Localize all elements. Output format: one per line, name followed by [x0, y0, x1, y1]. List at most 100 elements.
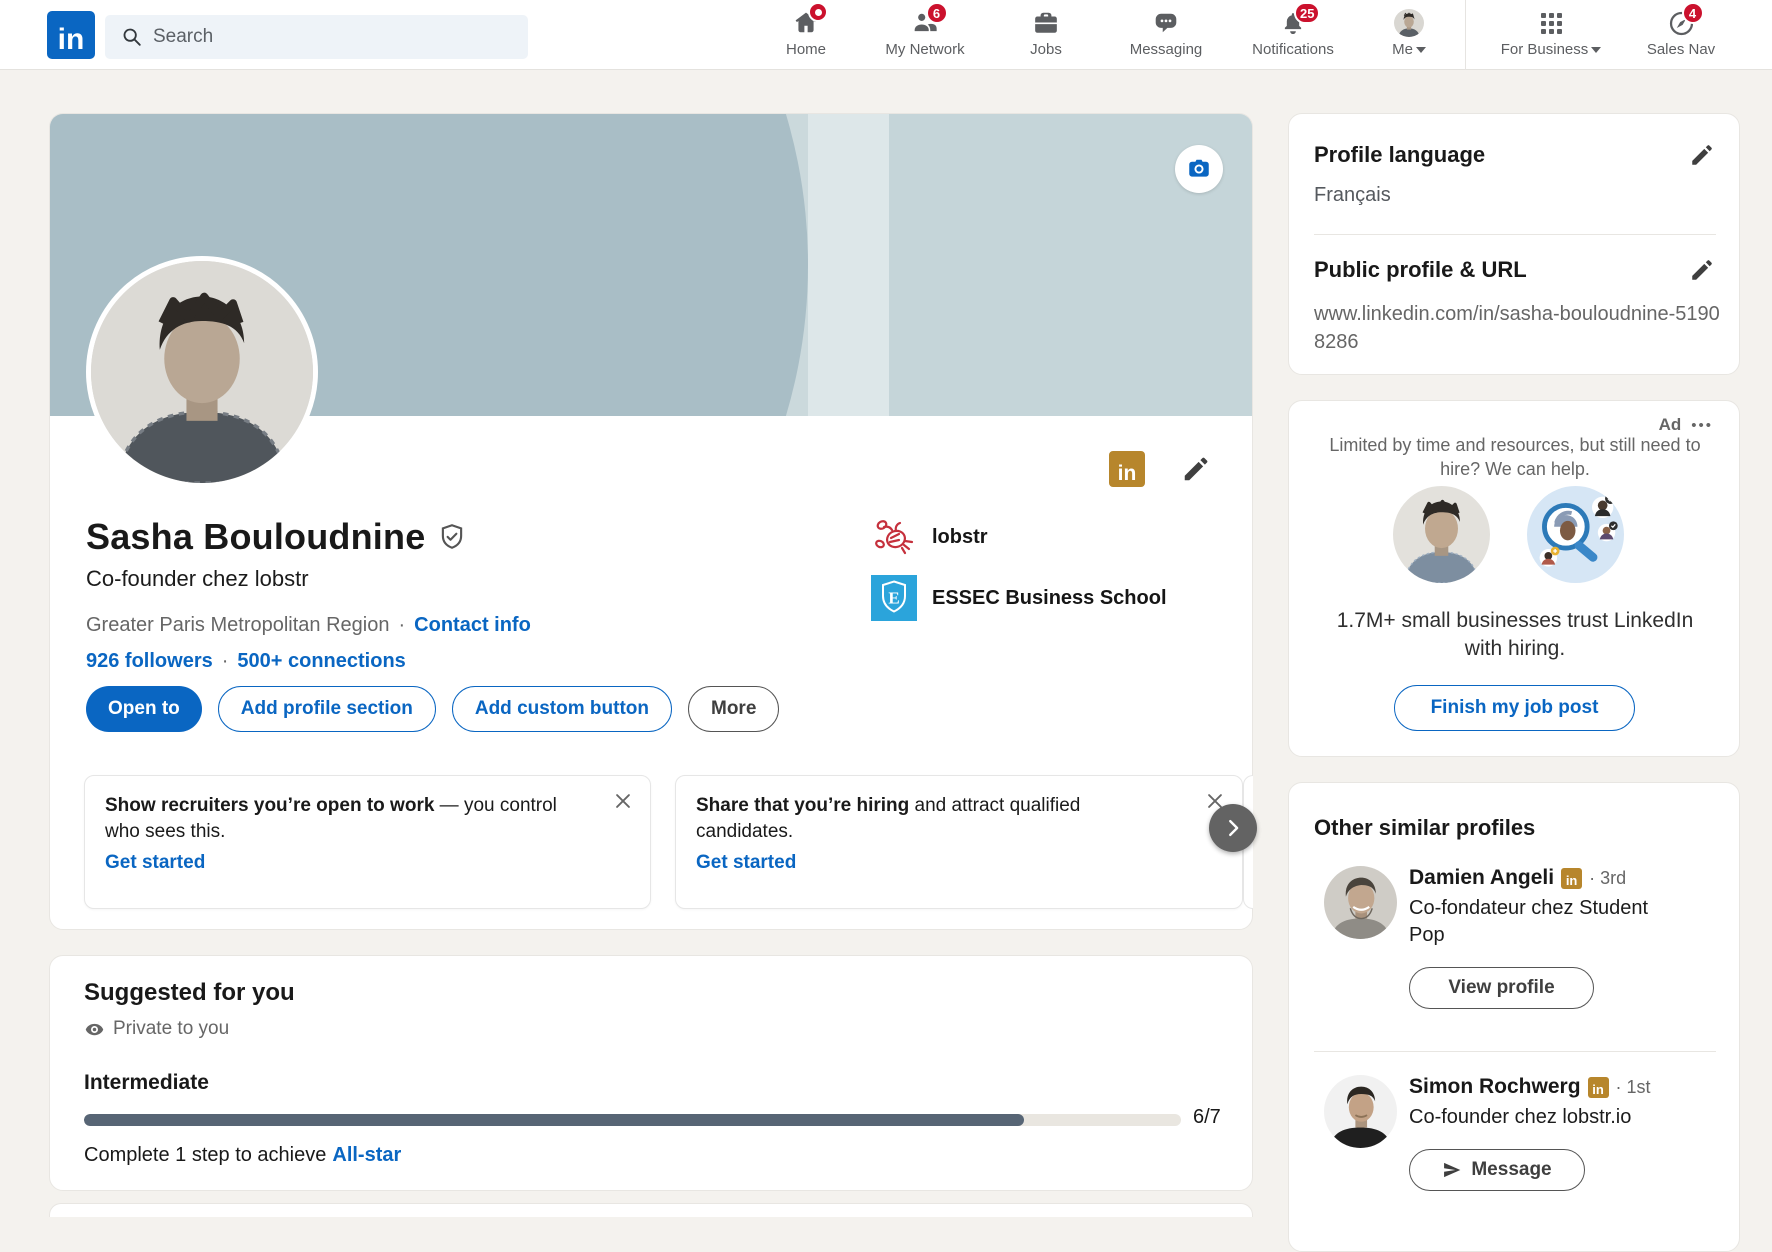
- current-company-link[interactable]: lobstr: [871, 514, 1167, 560]
- profile-settings-card: Profile language Français Public profile…: [1288, 113, 1740, 375]
- ad-options-menu-icon[interactable]: •••: [1691, 416, 1713, 434]
- connection-degree: · 3rd: [1589, 867, 1627, 888]
- open-to-work-card: Show recruiters you’re open to work — yo…: [84, 775, 651, 909]
- messaging-icon: [1153, 9, 1179, 37]
- contact-info-link[interactable]: Contact info: [414, 614, 531, 636]
- home-icon: [793, 2, 828, 37]
- profile-strength-level: Intermediate: [84, 1071, 209, 1094]
- ad-headline: 1.7M+ small businesses trust LinkedIn wi…: [1336, 609, 1694, 661]
- education-link[interactable]: E ESSEC Business School: [871, 575, 1167, 621]
- connections-count[interactable]: 500+ connections: [237, 650, 406, 672]
- eye-icon: [84, 1019, 105, 1040]
- chevron-down-icon: [1591, 46, 1602, 53]
- damien-avatar[interactable]: [1324, 866, 1397, 939]
- complete-step-text: Complete 1 step to achieve: [84, 1144, 327, 1166]
- divider: [1314, 234, 1716, 235]
- nav-jobs[interactable]: Jobs: [986, 0, 1106, 70]
- company-name: lobstr: [932, 525, 988, 548]
- hiring-card: Share that you’re hiring and attract qua…: [675, 775, 1243, 909]
- profile-language-title: Profile language: [1314, 142, 1486, 167]
- get-started-link[interactable]: Get started: [105, 852, 206, 874]
- home-notification-dot: [808, 2, 828, 22]
- edit-language-pencil-icon[interactable]: [1689, 142, 1715, 168]
- add-profile-section-button[interactable]: Add profile section: [217, 686, 436, 732]
- notifications-badge: 25: [1294, 2, 1321, 24]
- school-name: ESSEC Business School: [932, 586, 1167, 609]
- similar-profile-row: Simon Rochwerg in · 1st Co-founder chez …: [1324, 1075, 1709, 1191]
- essec-logo: E: [871, 575, 917, 621]
- linkedin-premium-badge: in: [1587, 1076, 1609, 1098]
- chevron-down-icon: [1415, 46, 1426, 53]
- linkedin-premium-badge: in: [1561, 867, 1583, 889]
- next-section-card-edge: [49, 1203, 1253, 1217]
- view-profile-button[interactable]: View profile: [1409, 967, 1594, 1009]
- nav-notifications[interactable]: 25 Notifications: [1233, 0, 1353, 70]
- finish-job-post-button[interactable]: Finish my job post: [1394, 685, 1635, 731]
- nav-sales-nav[interactable]: 4 Sales Nav: [1621, 0, 1741, 70]
- profile-language-value: Français: [1314, 184, 1391, 206]
- verified-shield-icon[interactable]: [437, 522, 467, 552]
- add-custom-button[interactable]: Add custom button: [451, 686, 672, 732]
- nav-home-label: Home: [785, 41, 826, 58]
- profile-headline: Co-founder chez lobstr: [86, 566, 309, 591]
- edit-intro-pencil-icon[interactable]: [1181, 454, 1211, 484]
- nav-notifications-label: Notifications: [1252, 41, 1334, 58]
- similar-profile-name[interactable]: Damien Angeli: [1409, 866, 1555, 889]
- suggested-title: Suggested for you: [84, 979, 295, 1006]
- linkedin-logo[interactable]: in: [47, 11, 95, 59]
- carousel-next-button[interactable]: [1209, 804, 1257, 852]
- top-navigation: in Home 6 My Network Jobs Messaging: [0, 0, 1772, 70]
- notifications-bell-icon: 25: [1280, 2, 1321, 37]
- profile-photo[interactable]: [86, 256, 318, 488]
- svg-text:E: E: [888, 589, 899, 608]
- nav-home[interactable]: Home: [746, 0, 866, 70]
- simon-avatar[interactable]: [1324, 1075, 1397, 1148]
- nav-sales-nav-label: Sales Nav: [1646, 41, 1716, 58]
- linkedin-premium-badge: in: [1109, 451, 1145, 487]
- chevron-right-icon: [1222, 817, 1244, 839]
- ad-intro-text: Limited by time and resources, but still…: [1329, 435, 1701, 479]
- search-input[interactable]: [153, 26, 493, 48]
- divider: [1314, 1051, 1716, 1052]
- hiring-ad-card: Ad ••• Limited by time and resources, bu…: [1288, 400, 1740, 757]
- card-bold-text: Share that you’re hiring: [696, 795, 910, 816]
- close-icon[interactable]: [612, 790, 634, 812]
- message-button[interactable]: Message: [1409, 1149, 1585, 1191]
- similar-profile-name[interactable]: Simon Rochwerg: [1409, 1075, 1581, 1098]
- ad-user-avatar: [1393, 486, 1490, 583]
- card-bold-text: Show recruiters you’re open to work: [105, 795, 435, 816]
- edit-cover-camera-button[interactable]: [1175, 145, 1223, 193]
- profile-strength-progressbar: [84, 1114, 1181, 1126]
- nav-for-business[interactable]: For Business: [1486, 0, 1616, 70]
- nav-messaging[interactable]: Messaging: [1106, 0, 1226, 70]
- jobs-icon: [1033, 9, 1059, 37]
- similar-profiles-card: Other similar profiles Damien Angeli in …: [1288, 782, 1740, 1252]
- similar-profiles-title: Other similar profiles: [1314, 815, 1536, 840]
- nav-my-network[interactable]: 6 My Network: [865, 0, 985, 70]
- connection-degree: · 1st: [1615, 1076, 1651, 1097]
- privacy-label: Private to you: [113, 1018, 230, 1039]
- all-star-link[interactable]: All-star: [332, 1144, 402, 1166]
- ad-hiring-illustration: [1527, 486, 1624, 583]
- nav-my-network-label: My Network: [885, 41, 965, 58]
- edit-public-url-pencil-icon[interactable]: [1689, 257, 1715, 283]
- my-network-icon: 6: [912, 2, 948, 37]
- apps-grid-icon: [1540, 9, 1562, 37]
- close-icon[interactable]: [1204, 790, 1226, 812]
- similar-profile-headline: Co-founder chez lobstr.io: [1409, 1106, 1632, 1128]
- more-button[interactable]: More: [688, 686, 780, 732]
- followers-count[interactable]: 926 followers: [86, 650, 213, 672]
- me-avatar: [1394, 9, 1424, 37]
- profile-location: Greater Paris Metropolitan Region: [86, 614, 390, 636]
- get-started-link[interactable]: Get started: [696, 852, 797, 874]
- similar-profile-headline: Co-fondateur chez Student Pop: [1409, 897, 1649, 946]
- profile-name: Sasha Bouloudnine: [86, 516, 426, 557]
- open-to-button[interactable]: Open to: [86, 686, 202, 732]
- camera-icon: [1186, 156, 1212, 182]
- nav-jobs-label: Jobs: [1030, 41, 1062, 58]
- nav-me[interactable]: Me: [1349, 0, 1469, 70]
- nav-for-business-label: For Business: [1500, 41, 1589, 58]
- search-bar[interactable]: [105, 15, 528, 59]
- public-profile-url[interactable]: www.linkedin.com/in/sasha-bouloudnine-51…: [1314, 303, 1720, 353]
- send-icon: [1442, 1160, 1462, 1180]
